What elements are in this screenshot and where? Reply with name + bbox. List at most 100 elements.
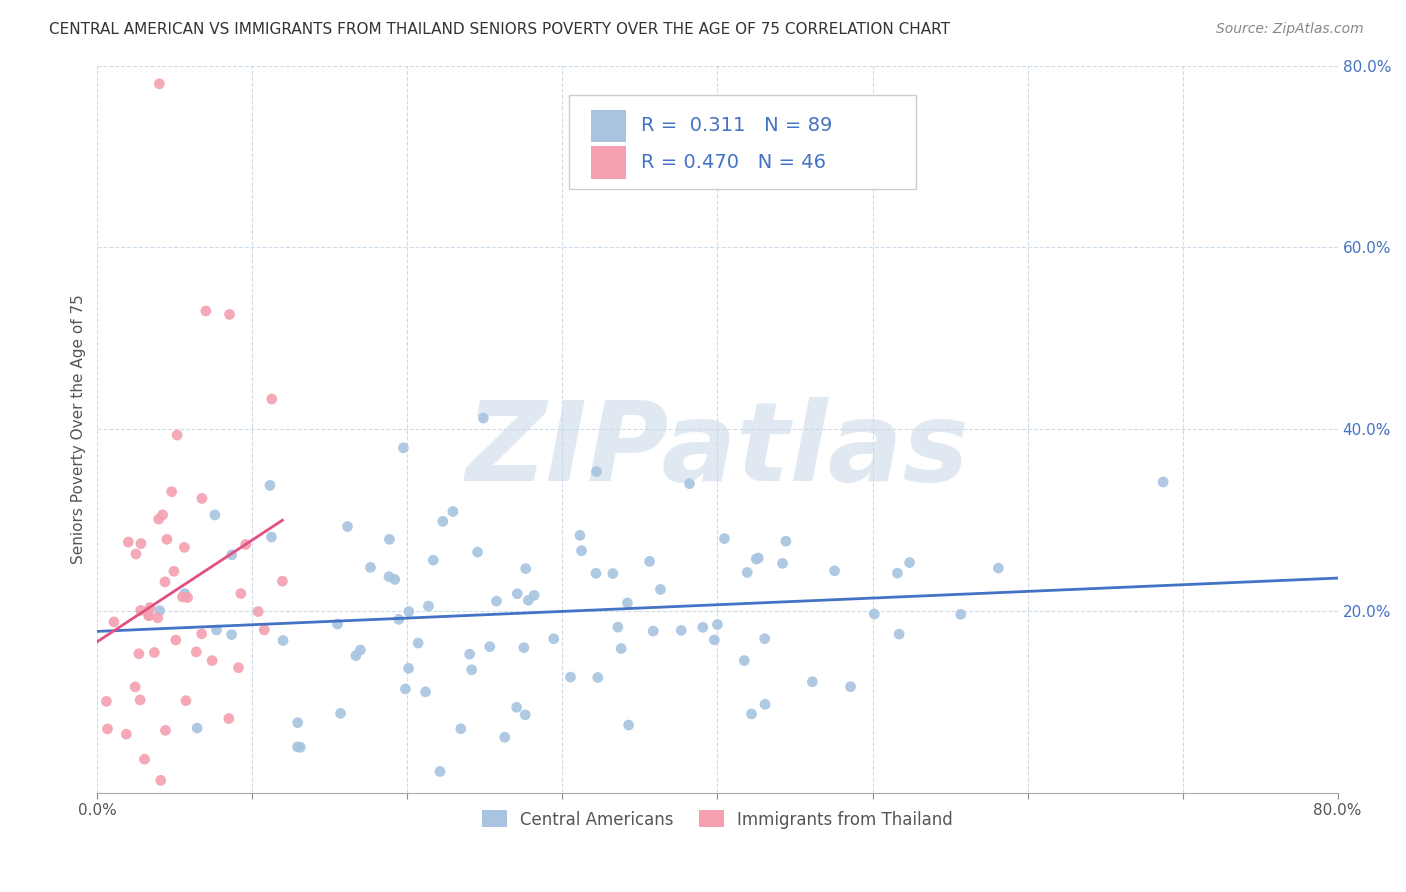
Point xyxy=(221,627,243,641)
Point xyxy=(166,428,188,442)
Point xyxy=(129,603,152,617)
Point xyxy=(329,706,352,721)
Point xyxy=(165,633,187,648)
Point xyxy=(515,561,537,575)
Point xyxy=(235,537,257,551)
Text: Source: ZipAtlas.com: Source: ZipAtlas.com xyxy=(1216,22,1364,37)
Point xyxy=(287,715,309,730)
Point xyxy=(253,623,276,637)
Point xyxy=(740,706,762,721)
Point xyxy=(458,647,481,661)
Point xyxy=(247,605,270,619)
Point xyxy=(406,636,429,650)
Point xyxy=(638,554,661,568)
Point xyxy=(103,615,125,629)
Point xyxy=(678,476,700,491)
Point xyxy=(571,543,593,558)
Point xyxy=(772,557,794,571)
Point xyxy=(754,632,776,646)
Point xyxy=(692,620,714,634)
Point xyxy=(523,588,546,602)
Point xyxy=(360,560,382,574)
Point xyxy=(349,643,371,657)
Point xyxy=(398,661,420,675)
Point xyxy=(201,654,224,668)
Point xyxy=(517,593,540,607)
Point xyxy=(432,515,454,529)
Point xyxy=(190,627,212,641)
Point xyxy=(616,596,638,610)
Point xyxy=(129,693,152,707)
Point xyxy=(138,608,160,623)
Point xyxy=(163,564,186,578)
Point xyxy=(173,586,195,600)
FancyBboxPatch shape xyxy=(591,146,626,179)
Point xyxy=(706,617,728,632)
Point xyxy=(472,411,495,425)
Point xyxy=(747,551,769,566)
Point xyxy=(228,661,250,675)
Point xyxy=(326,617,349,632)
Point xyxy=(886,566,908,580)
Point xyxy=(398,605,420,619)
Point xyxy=(987,561,1010,575)
Point xyxy=(155,723,177,738)
Point xyxy=(153,574,176,589)
Point xyxy=(801,674,824,689)
Point xyxy=(650,582,672,597)
Point xyxy=(259,478,281,492)
Point xyxy=(138,608,160,623)
Text: CENTRAL AMERICAN VS IMMIGRANTS FROM THAILAND SENIORS POVERTY OVER THE AGE OF 75 : CENTRAL AMERICAN VS IMMIGRANTS FROM THAI… xyxy=(49,22,950,37)
Point xyxy=(606,620,628,634)
Point xyxy=(134,752,156,766)
Point xyxy=(191,491,214,506)
Point xyxy=(643,624,665,638)
Point xyxy=(260,530,283,544)
Point xyxy=(543,632,565,646)
Point xyxy=(336,519,359,533)
Point xyxy=(585,566,607,581)
Point xyxy=(505,700,527,714)
Legend: Central Americans, Immigrants from Thailand: Central Americans, Immigrants from Thail… xyxy=(475,804,960,835)
Point xyxy=(129,536,152,550)
Point xyxy=(186,645,208,659)
Point xyxy=(889,627,911,641)
Point xyxy=(415,685,437,699)
Point xyxy=(139,600,162,615)
Y-axis label: Seniors Poverty Over the Age of 75: Seniors Poverty Over the Age of 75 xyxy=(72,294,86,564)
Point xyxy=(585,465,607,479)
Point xyxy=(863,607,886,621)
Point xyxy=(418,599,440,613)
Point xyxy=(441,504,464,518)
Point xyxy=(128,647,150,661)
Point xyxy=(148,512,170,526)
Point xyxy=(617,718,640,732)
Point xyxy=(173,541,195,555)
Point xyxy=(218,307,240,321)
Point xyxy=(392,441,415,455)
Point xyxy=(513,640,536,655)
Point xyxy=(754,698,776,712)
Point xyxy=(494,731,516,745)
Point xyxy=(96,722,118,736)
Point xyxy=(221,548,243,562)
Point xyxy=(485,594,508,608)
Point xyxy=(898,556,921,570)
Point xyxy=(824,564,846,578)
Point xyxy=(174,693,197,707)
Point xyxy=(290,740,312,755)
Point xyxy=(271,633,294,648)
Point xyxy=(450,722,472,736)
Point xyxy=(602,566,624,581)
Point xyxy=(388,612,411,626)
Point xyxy=(194,304,217,318)
Point xyxy=(703,632,725,647)
Point xyxy=(186,721,208,735)
Point xyxy=(422,553,444,567)
Point xyxy=(117,535,139,549)
Point xyxy=(745,552,768,566)
Point xyxy=(172,590,194,604)
Point xyxy=(733,654,755,668)
Point xyxy=(204,508,226,522)
Point xyxy=(586,671,609,685)
